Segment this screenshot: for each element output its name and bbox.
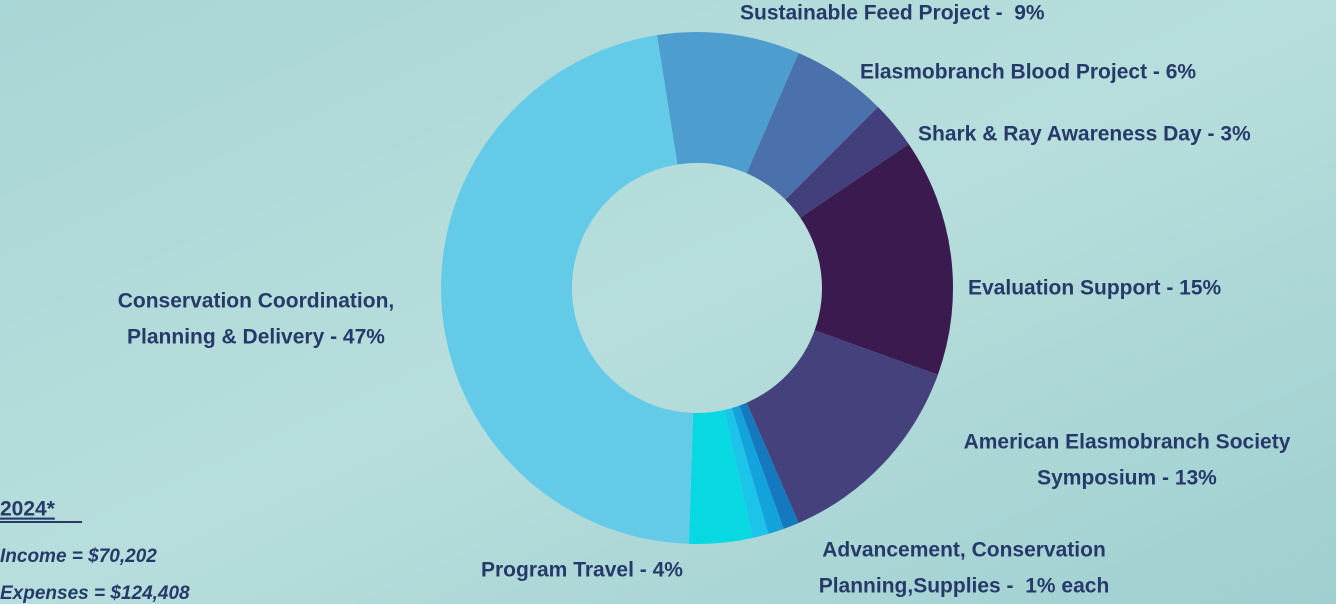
- slice-label: Shark & Ray Awareness Day - 3%: [918, 123, 1251, 146]
- slice-label: Planning & Delivery - 47%: [127, 326, 385, 349]
- slice-label: Evaluation Support - 15%: [968, 277, 1222, 300]
- expenses-note: Expenses = $124,408: [0, 583, 190, 604]
- slice-label: Planning,Supplies - 1% each: [819, 575, 1110, 598]
- slice-label: Symposium - 13%: [1037, 467, 1217, 490]
- page: {"chart_data": {"type": "donut", "values…: [0, 0, 1336, 604]
- slice-label: Program Travel - 4%: [481, 559, 683, 582]
- income-note: Income = $70,202: [0, 546, 157, 567]
- year-heading: 2024*: [0, 498, 56, 521]
- slice-label: Sustainable Feed Project - 9%: [740, 2, 1045, 25]
- slice-label: American Elasmobranch Society: [964, 431, 1291, 454]
- slice-label: Advancement, Conservation: [822, 539, 1106, 562]
- slice-label: Conservation Coordination,: [118, 290, 395, 313]
- chart: 2024* Income = $70,202 Expenses = $124,4…: [0, 0, 1336, 604]
- slice-label: Elasmobranch Blood Project - 6%: [860, 61, 1196, 84]
